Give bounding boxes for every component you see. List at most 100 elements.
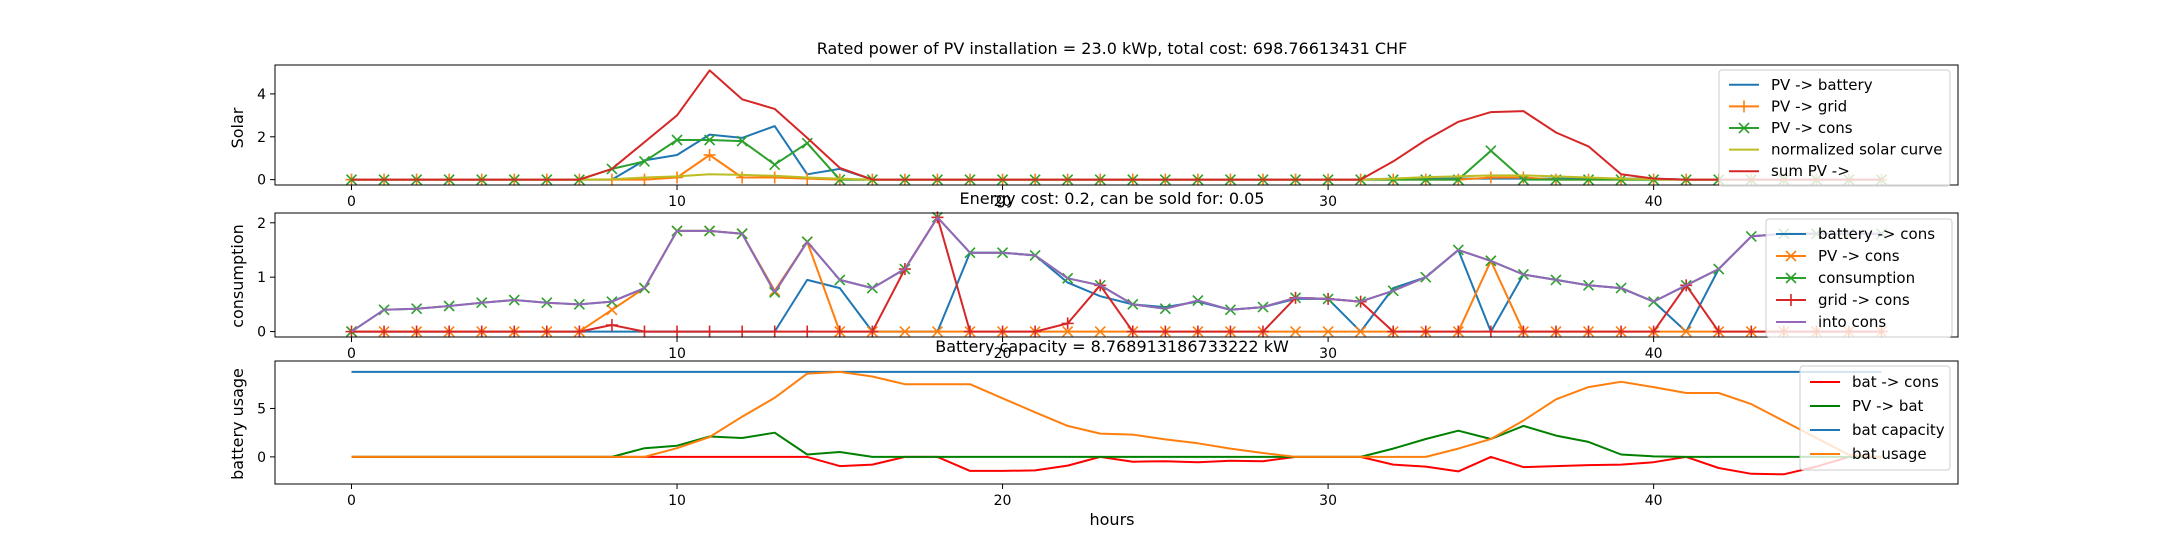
legend-item: consumption xyxy=(1776,269,1915,287)
legend-label: normalized solar curve xyxy=(1771,141,1942,159)
data-point xyxy=(638,325,651,338)
panel-battery-title: Battery capacity = 8.768913186733222 kW xyxy=(935,337,1289,356)
data-point xyxy=(1452,325,1465,338)
data-point xyxy=(704,134,716,146)
data-point xyxy=(931,325,944,338)
x-tick-label: 10 xyxy=(668,346,686,362)
legend-label: PV -> cons xyxy=(1818,247,1900,265)
data-point xyxy=(1485,145,1497,157)
data-point xyxy=(1224,325,1237,338)
x-tick-label: 30 xyxy=(1319,493,1337,509)
x-tick-label: 30 xyxy=(1319,194,1337,210)
panel-solar-title: Rated power of PV installation = 23.0 kW… xyxy=(817,39,1408,58)
data-point xyxy=(1647,325,1660,338)
legend-label: PV -> cons xyxy=(1771,119,1853,137)
x-tick-label: 20 xyxy=(994,194,1012,210)
legend-item: PV -> grid xyxy=(1729,97,1847,115)
data-point xyxy=(1191,325,1204,338)
data-point xyxy=(964,325,977,338)
series-line-sum-pv- xyxy=(351,69,1882,181)
data-point xyxy=(1029,325,1042,338)
axes-frame xyxy=(274,212,1959,338)
data-point xyxy=(736,171,749,184)
data-point xyxy=(378,325,391,338)
data-point xyxy=(996,325,1009,338)
y-tick-label: 2 xyxy=(257,216,266,232)
panel-consumption-title: Energy cost: 0.2, can be sold for: 0.05 xyxy=(960,189,1265,208)
legend-item: into cons xyxy=(1776,313,1886,331)
data-point xyxy=(801,325,814,338)
data-point xyxy=(1256,325,1269,338)
panel-solar-ylabel: Solar xyxy=(228,107,247,148)
data-point xyxy=(1582,325,1595,338)
legend-item: sum PV -> xyxy=(1729,162,1850,180)
panel-solar: Rated power of PV installation = 23.0 kW… xyxy=(228,39,1959,210)
legend: bat -> cons PV -> bat bat capacity bat usag… xyxy=(1799,365,1951,471)
legend-item: bat usage xyxy=(1810,445,1927,463)
data-point xyxy=(834,174,846,186)
data-point xyxy=(769,159,781,171)
data-point xyxy=(1419,325,1432,338)
panel-consumption: Energy cost: 0.2, can be sold for: 0.05 … xyxy=(228,189,1959,362)
legend-label: bat -> cons xyxy=(1852,373,1939,391)
data-point xyxy=(443,325,456,338)
data-point xyxy=(768,325,781,338)
legend-item: PV -> battery xyxy=(1729,76,1873,94)
legend-label: PV -> grid xyxy=(1771,97,1847,115)
legend-label: PV -> bat xyxy=(1852,397,1924,415)
x-tick-label: 0 xyxy=(347,346,356,362)
data-point xyxy=(605,319,618,332)
x-tick-label: 40 xyxy=(1645,493,1663,509)
data-point xyxy=(736,135,748,147)
legend-label: bat capacity xyxy=(1852,421,1945,439)
axes-frame xyxy=(274,360,1959,485)
y-tick-label: 4 xyxy=(257,87,266,103)
panel-battery-ylabel: battery usage xyxy=(228,368,247,480)
data-point xyxy=(606,304,618,316)
data-point xyxy=(1484,325,1497,338)
data-point xyxy=(1712,325,1725,338)
data-point xyxy=(638,173,651,186)
y-tick-label: 0 xyxy=(257,173,266,189)
legend-item: PV -> cons xyxy=(1776,247,1900,265)
series-line-into-cons xyxy=(350,216,1882,333)
data-point xyxy=(1615,174,1627,186)
data-point xyxy=(1549,325,1562,338)
data-point xyxy=(1484,171,1497,184)
data-point xyxy=(475,325,488,338)
x-tick-label: 30 xyxy=(1319,346,1337,362)
data-point xyxy=(1387,325,1400,338)
legend: PV -> battery PV -> grid PV -> cons normali… xyxy=(1718,69,1951,187)
legend-label: consumption xyxy=(1818,269,1915,287)
legend: battery -> cons PV -> cons consumption grid… xyxy=(1765,218,1953,338)
data-point xyxy=(410,325,423,338)
legend-label: battery -> cons xyxy=(1818,225,1935,243)
legend-item: battery -> cons xyxy=(1776,225,1935,243)
legend-label: sum PV -> xyxy=(1771,162,1850,180)
legend-item: PV -> bat xyxy=(1810,397,1924,415)
legend-item: PV -> cons xyxy=(1729,119,1853,137)
panel-consumption-plot: 0 10 20 30 40 0 1 2 battery -> cons PV -> cons con… xyxy=(257,211,1959,362)
x-tick-label: 10 xyxy=(668,493,686,509)
data-point xyxy=(1061,317,1074,330)
x-tick-label: 20 xyxy=(994,346,1012,362)
x-tick-label: 0 xyxy=(347,194,356,210)
data-point xyxy=(1322,325,1334,338)
y-tick-label: 5 xyxy=(257,401,266,417)
series-line-bat-usage xyxy=(351,370,1882,458)
legend-item: grid -> cons xyxy=(1776,291,1910,309)
data-point xyxy=(1062,325,1074,338)
y-tick-label: 1 xyxy=(257,270,266,286)
x-tick-label: 40 xyxy=(1645,194,1663,210)
panel-battery: Battery capacity = 8.768913186733222 kW … xyxy=(228,337,1959,529)
data-point xyxy=(638,155,651,167)
panel-battery-plot: 0 10 20 30 40 0 5 bat -> cons PV -> bat bat capac… xyxy=(257,360,1959,509)
data-point xyxy=(1159,325,1172,338)
data-point xyxy=(833,325,846,338)
legend-box xyxy=(1718,69,1951,187)
data-point xyxy=(703,149,716,161)
legend-box xyxy=(1765,218,1953,338)
panel-consumption-ylabel: consumption xyxy=(228,224,247,328)
